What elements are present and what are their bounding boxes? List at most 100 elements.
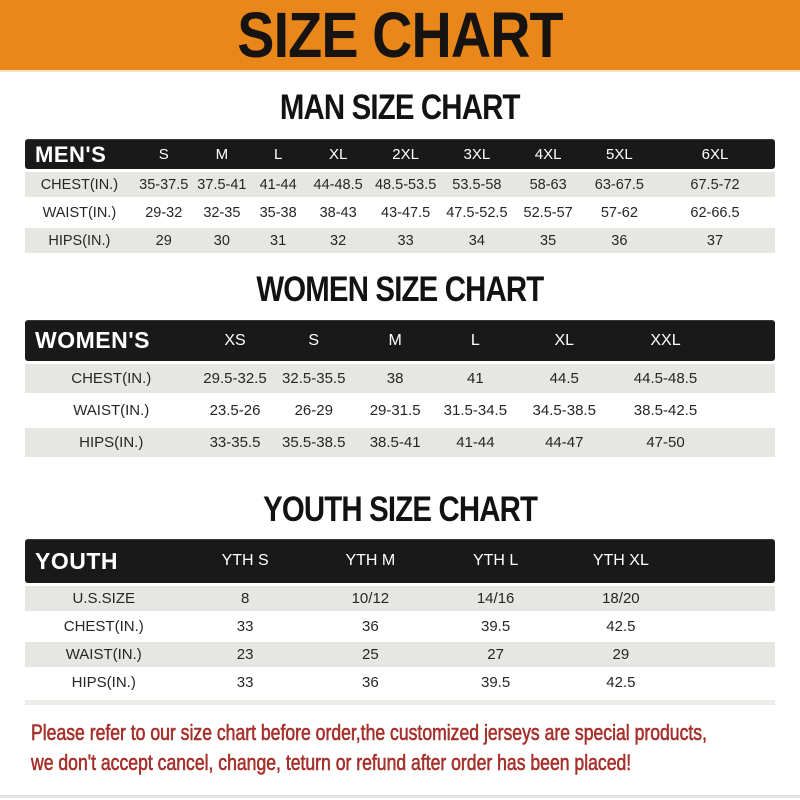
- size-value-cell: 41-44: [250, 172, 307, 198]
- size-value-cell: 29.5-32.5: [197, 363, 273, 393]
- row-spacer: [718, 363, 775, 393]
- size-column-header: S: [272, 319, 355, 361]
- size-value-cell: 44.5: [515, 363, 613, 393]
- size-value-cell: 23.5-26: [197, 395, 273, 425]
- size-value-cell: 8: [182, 585, 308, 611]
- table-header-row: WOMEN'S XS S M L XL XXL: [25, 319, 775, 361]
- table-header-row: YOUTH YTH S YTH M YTH L YTH XL: [25, 538, 775, 583]
- row-label: HIPS(IN.): [25, 228, 134, 254]
- size-column-header: YTH L: [433, 538, 559, 583]
- size-column-header: 6XL: [655, 139, 775, 170]
- row-label: CHEST(IN.): [25, 172, 134, 198]
- size-value-cell: 36: [307, 613, 433, 639]
- size-value-cell: 39.5: [433, 669, 559, 695]
- size-value-cell: 43-47.5: [370, 200, 442, 226]
- size-column-header: 2XL: [370, 139, 442, 170]
- row-label: WAIST(IN.): [25, 200, 134, 226]
- size-value-cell: 31: [250, 228, 307, 254]
- size-value-cell: 58-63: [512, 172, 584, 198]
- size-value-cell: 57-62: [583, 200, 655, 226]
- size-value-cell: 35-38: [250, 200, 307, 226]
- size-value-cell: 32.5-35.5: [272, 363, 355, 393]
- size-value-cell: 42.5: [558, 613, 684, 639]
- size-value-cell: 32: [306, 228, 370, 254]
- size-value-cell: 14/16: [433, 585, 559, 611]
- table-row: CHEST(IN.) 33 36 39.5 42.5: [25, 613, 775, 639]
- size-value-cell: 32-35: [193, 200, 250, 226]
- youth-heading-text: YOUTH SIZE CHART: [262, 489, 538, 529]
- women-section-heading: WOMEN SIZE CHART: [25, 270, 775, 310]
- size-column-header: 5XL: [583, 139, 655, 170]
- size-column-header: YTH XL: [558, 538, 684, 583]
- table-row: HIPS(IN.) 33 36 39.5 42.5: [25, 669, 775, 695]
- table-row: CHEST(IN.) 29.5-32.5 32.5-35.5 38 41 44.5 44.5…: [25, 363, 775, 393]
- row-label: CHEST(IN.): [25, 613, 183, 639]
- men-size-table: MEN'S S M L XL 2XL 3XL 4XL 5XL 6XL CHEST(IN.) 35-37…: [25, 136, 775, 256]
- size-value-cell: 42.5: [558, 669, 684, 695]
- size-value-cell: 29-32: [133, 200, 194, 226]
- size-value-cell: 30: [193, 228, 250, 254]
- row-label: CHEST(IN.): [25, 363, 198, 393]
- size-chart-banner: SIZE CHART: [0, 0, 800, 72]
- bottom-divider: [0, 795, 800, 798]
- row-label: U.S.SIZE: [25, 585, 183, 611]
- size-value-cell: 29: [133, 228, 194, 254]
- size-value-cell: 36: [583, 228, 655, 254]
- size-value-cell: 44.5-48.5: [613, 363, 718, 393]
- content-area: MAN SIZE CHART MEN'S S M L XL 2XL 3XL 4XL 5XL 6XL…: [0, 88, 800, 778]
- men-heading-text: MAN SIZE CHART: [280, 88, 521, 127]
- table-row: U.S.SIZE 8 10/12 14/16 18/20: [25, 585, 775, 611]
- size-value-cell: 38-43: [306, 200, 370, 226]
- disclaimer-line-2: we don't accept cancel, change, teturn o…: [31, 750, 632, 776]
- size-value-cell: 34: [441, 228, 513, 254]
- size-value-cell: 47.5-52.5: [441, 200, 513, 226]
- corner-label: MEN'S: [25, 139, 134, 170]
- size-value-cell: 29: [558, 641, 684, 667]
- header-spacer: [683, 538, 775, 583]
- disclaimer-line-1: Please refer to our size chart before or…: [31, 719, 707, 745]
- size-value-cell: 34.5-38.5: [515, 395, 613, 425]
- size-value-cell: 48.5-53.5: [370, 172, 442, 198]
- row-label: WAIST(IN.): [25, 395, 198, 425]
- table-row: HIPS(IN.) 33-35.5 35.5-38.5 38.5-41 41-44 44-…: [25, 427, 775, 457]
- size-value-cell: 29-31.5: [355, 395, 436, 425]
- table-header-row: MEN'S S M L XL 2XL 3XL 4XL 5XL 6XL: [25, 139, 775, 170]
- size-value-cell: 44-48.5: [306, 172, 370, 198]
- size-column-header: 4XL: [512, 139, 584, 170]
- size-column-header: YTH M: [307, 538, 433, 583]
- table-row: WAIST(IN.) 23 25 27 29: [25, 641, 775, 667]
- size-value-cell: 53.5-58: [441, 172, 513, 198]
- size-value-cell: 33: [182, 613, 308, 639]
- size-column-header: YTH S: [182, 538, 308, 583]
- row-spacer: [683, 669, 775, 695]
- size-value-cell: 41: [435, 363, 516, 393]
- size-column-header: M: [355, 319, 436, 361]
- size-value-cell: 25: [307, 641, 433, 667]
- size-value-cell: 37.5-41: [193, 172, 250, 198]
- size-column-header: XL: [306, 139, 370, 170]
- size-value-cell: 35-37.5: [133, 172, 194, 198]
- table-row: WAIST(IN.) 29-32 32-35 35-38 38-43 43-47.5 47.…: [25, 200, 775, 226]
- youth-section-heading: YOUTH SIZE CHART: [25, 490, 775, 530]
- size-value-cell: 38.5-42.5: [613, 395, 718, 425]
- size-value-cell: 33: [182, 669, 308, 695]
- size-value-cell: 47-50: [613, 427, 718, 457]
- size-column-header: S: [133, 139, 194, 170]
- size-column-header: M: [193, 139, 250, 170]
- size-value-cell: 33-35.5: [197, 427, 273, 457]
- size-column-header: XS: [197, 319, 273, 361]
- size-column-header: L: [250, 139, 307, 170]
- size-value-cell: 26-29: [272, 395, 355, 425]
- size-value-cell: 35: [512, 228, 584, 254]
- size-value-cell: 10/12: [307, 585, 433, 611]
- table-row: CHEST(IN.) 35-37.5 37.5-41 41-44 44-48.5 48.5…: [25, 172, 775, 198]
- size-value-cell: 63-67.5: [583, 172, 655, 198]
- men-section-heading: MAN SIZE CHART: [25, 88, 775, 128]
- row-spacer: [718, 395, 775, 425]
- size-value-cell: 38: [355, 363, 436, 393]
- size-value-cell: 37: [655, 228, 775, 254]
- size-value-cell: 62-66.5: [655, 200, 775, 226]
- table-row: WAIST(IN.) 23.5-26 26-29 29-31.5 31.5-34.5 34…: [25, 395, 775, 425]
- row-label: WAIST(IN.): [25, 641, 183, 667]
- corner-label: WOMEN'S: [25, 319, 198, 361]
